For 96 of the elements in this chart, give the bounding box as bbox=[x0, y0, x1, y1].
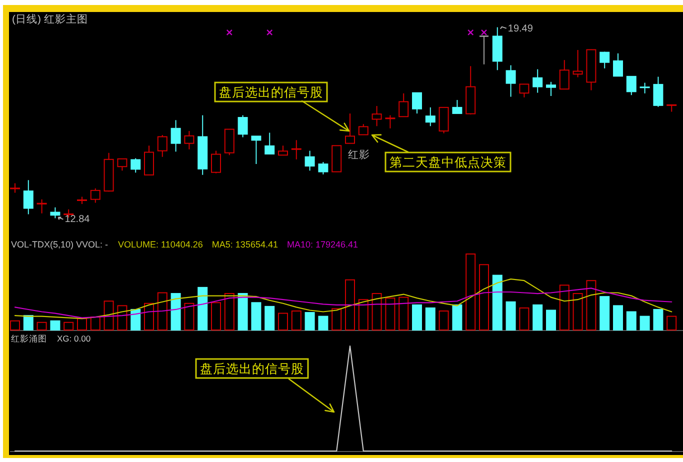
candlestick bbox=[304, 150, 315, 172]
candlestick bbox=[519, 84, 530, 98]
candlestick bbox=[278, 145, 288, 156]
text: MA10: 179246.41 bbox=[286, 240, 358, 250]
bar bbox=[224, 293, 234, 330]
bar bbox=[50, 320, 60, 330]
bar bbox=[519, 307, 530, 330]
bar bbox=[385, 298, 396, 330]
candlestick bbox=[559, 60, 570, 90]
bar bbox=[157, 292, 168, 330]
bar bbox=[345, 279, 355, 330]
candlestick bbox=[291, 140, 302, 160]
bar bbox=[358, 299, 368, 330]
candlestick bbox=[345, 112, 355, 144]
bar bbox=[170, 293, 181, 330]
annotation: 第二天盘中低点决策 bbox=[390, 156, 506, 170]
candlestick bbox=[238, 114, 248, 138]
candlestick bbox=[613, 52, 623, 77]
candlestick bbox=[600, 52, 610, 69]
bar bbox=[184, 302, 194, 330]
bar bbox=[198, 286, 208, 330]
text: MA5: 135654.41 bbox=[212, 240, 278, 250]
bar bbox=[586, 280, 596, 330]
annotation: 19.49 bbox=[508, 23, 534, 34]
bar bbox=[23, 315, 34, 330]
candlestick bbox=[251, 136, 262, 165]
candlestick bbox=[184, 130, 194, 150]
candlestick bbox=[653, 76, 664, 108]
candlestick bbox=[478, 36, 490, 65]
bar bbox=[130, 308, 141, 330]
bar bbox=[251, 302, 262, 330]
candlestick bbox=[398, 92, 409, 118]
bar bbox=[238, 293, 248, 330]
bar bbox=[398, 296, 409, 330]
bar bbox=[666, 316, 677, 330]
candlestick bbox=[532, 68, 543, 94]
bar bbox=[466, 254, 476, 330]
candlestick bbox=[452, 99, 462, 114]
bar bbox=[211, 302, 221, 330]
text: XG: 0.00 bbox=[57, 334, 91, 344]
candlestick bbox=[546, 81, 556, 96]
annotation: 12.84 bbox=[64, 214, 90, 225]
bar bbox=[438, 310, 449, 330]
bar bbox=[640, 316, 650, 330]
bar bbox=[546, 310, 556, 330]
bar bbox=[10, 320, 20, 330]
bar bbox=[104, 300, 114, 330]
bar bbox=[425, 307, 436, 330]
bar bbox=[64, 322, 74, 330]
candlestick bbox=[198, 114, 208, 176]
bar bbox=[264, 306, 275, 330]
candlestick bbox=[466, 66, 476, 114]
bar bbox=[532, 304, 543, 330]
candlestick bbox=[36, 198, 47, 214]
bar bbox=[492, 274, 502, 330]
annotation-box: 盘后选出的信号股 bbox=[195, 358, 309, 379]
bar bbox=[304, 312, 315, 330]
candlestick bbox=[586, 49, 596, 91]
candlestick bbox=[425, 106, 436, 127]
candlestick bbox=[23, 180, 34, 215]
candlestick bbox=[264, 132, 275, 154]
candlestick bbox=[506, 64, 516, 98]
candlestick bbox=[640, 82, 650, 94]
candlestick bbox=[170, 120, 181, 152]
candlestick bbox=[372, 106, 382, 127]
annotation: 红影 bbox=[348, 149, 370, 161]
bar bbox=[291, 310, 302, 330]
annotation-box: 盘后选出的信号股 bbox=[214, 82, 328, 102]
bar bbox=[506, 301, 516, 330]
candlestick bbox=[144, 145, 154, 176]
chart-title: 红影涌图 bbox=[11, 334, 47, 344]
bar bbox=[452, 304, 462, 330]
bar bbox=[626, 311, 636, 330]
bar bbox=[653, 308, 664, 330]
chart-title: VOL-TDX(5,10) VVOL: - bbox=[11, 240, 108, 250]
bar bbox=[372, 293, 382, 330]
bar bbox=[572, 293, 583, 330]
bar bbox=[278, 312, 288, 330]
bar bbox=[600, 296, 610, 330]
bar bbox=[332, 308, 342, 330]
annotation: 盘后选出的信号股 bbox=[219, 86, 323, 100]
annotation: 盘后选出的信号股 bbox=[200, 362, 304, 376]
bar bbox=[117, 305, 128, 330]
bar bbox=[412, 304, 422, 330]
bar bbox=[144, 302, 154, 330]
bar bbox=[559, 284, 570, 330]
bar bbox=[318, 316, 328, 330]
annotation-box: 第二天盘中低点决策 bbox=[384, 152, 512, 172]
text: VOLUME: 110404.26 bbox=[118, 240, 203, 250]
bar bbox=[613, 305, 623, 330]
bar bbox=[479, 264, 489, 330]
candlestick bbox=[332, 145, 342, 172]
candlestick bbox=[385, 114, 396, 129]
chart-title: (日线) 红影主图 bbox=[12, 12, 88, 26]
bar bbox=[36, 322, 47, 330]
candlestick bbox=[572, 49, 583, 78]
